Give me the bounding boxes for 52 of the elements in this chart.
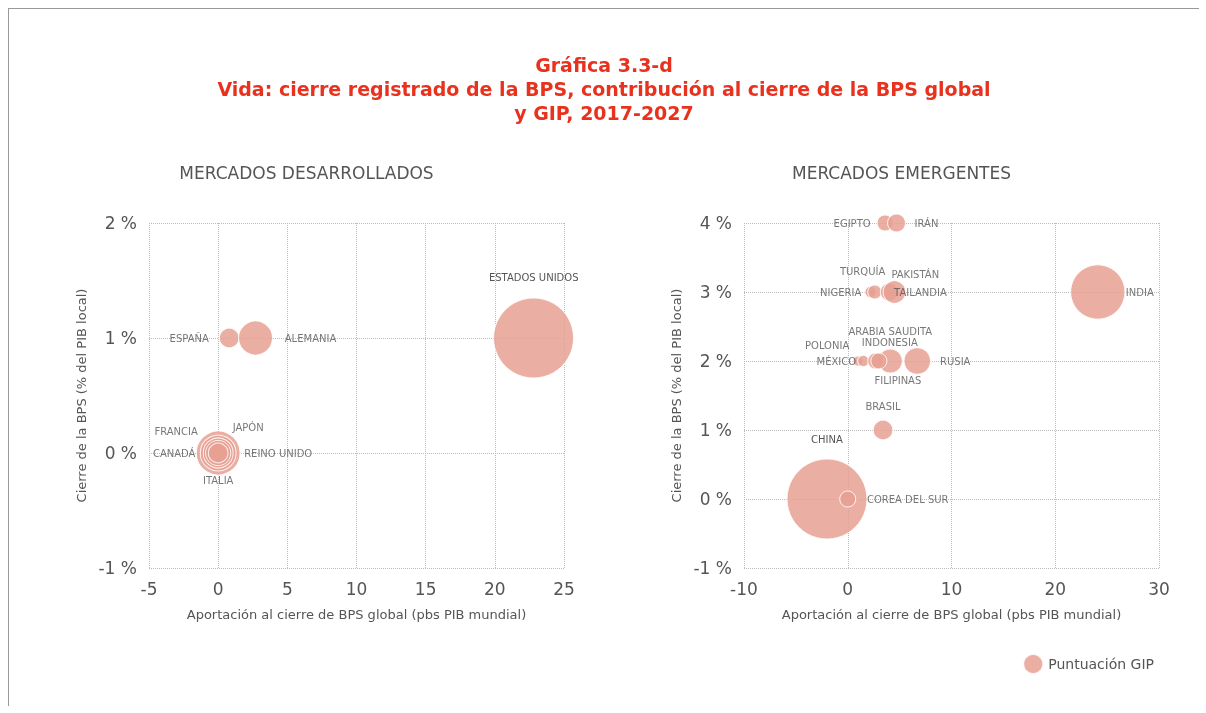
- y-tick-label: 4 %: [699, 213, 732, 233]
- annotation: ARABIA SAUDITA: [848, 325, 933, 337]
- chart-subtitle: MERCADOS EMERGENTES: [791, 162, 1012, 183]
- y-tick-label: -1 %: [98, 558, 137, 578]
- legend-label: Puntuación GIP: [1048, 656, 1154, 672]
- x-tick-label: -5: [140, 578, 158, 599]
- annotation: RUSIA: [940, 355, 971, 367]
- annotation: REINO UNIDO: [244, 447, 313, 459]
- x-tick-label: 25: [553, 578, 575, 599]
- annotation: ESTADOS UNIDOS: [488, 271, 579, 283]
- annotation: ALEMANIA: [284, 332, 337, 344]
- annotation: POLONIA: [804, 339, 850, 351]
- y-tick-label: 1 %: [104, 328, 137, 348]
- annotation: JAPÓN: [231, 420, 264, 433]
- annotation: INDONESIA: [861, 336, 918, 348]
- x-tick-label: 5: [281, 578, 293, 599]
- text: Gráfica 3.3-d Vida: cierre registrado de la BPS, contribución al cierre de la BPS global y GIP, 2017-2027: [216, 53, 992, 126]
- annotation: ITALIA: [202, 474, 234, 486]
- chart-subtitle: MERCADOS DESARROLLADOS: [179, 162, 434, 183]
- y-tick-label: -1 %: [693, 558, 732, 578]
- annotation: CHINA: [811, 434, 844, 446]
- x-axis-title: Aportación al cierre de BPS global (pbs PIB mundial): [781, 607, 1122, 622]
- x-tick-label: 20: [1044, 578, 1067, 599]
- y-tick-label: 1 %: [699, 420, 732, 440]
- y-tick-label: 0 %: [699, 489, 732, 509]
- annotation: INDIA: [1125, 286, 1154, 298]
- y-axis-title: Cierre de la BPS (% del PIB local): [73, 288, 89, 503]
- annotation: PAKISTÁN: [891, 267, 940, 280]
- annotation: EGIPTO: [833, 217, 871, 229]
- x-tick-label: 0: [842, 578, 854, 599]
- x-axis-title: Aportación al cierre de BPS global (pbs PIB mundial): [186, 607, 527, 622]
- x-tick-label: -10: [730, 578, 758, 599]
- annotation: FRANCIA: [154, 425, 199, 437]
- annotation: COREA DEL SUR: [866, 493, 949, 505]
- x-tick-label: 30: [1148, 578, 1170, 599]
- y-tick-label: 2 %: [699, 351, 732, 371]
- annotation: ESPAÑA: [169, 331, 209, 344]
- x-tick-label: 20: [484, 578, 506, 599]
- y-tick-label: 3 %: [699, 282, 732, 302]
- annotation: BRASIL: [865, 400, 901, 412]
- annotation: TURQUÍA: [838, 264, 886, 277]
- x-tick-label: 0: [212, 578, 224, 599]
- annotation: FILIPINAS: [874, 374, 922, 386]
- x-tick-label: 15: [414, 578, 437, 599]
- annotation: NIGERIA: [820, 286, 862, 298]
- y-tick-label: 2 %: [104, 213, 137, 233]
- x-tick-label: 10: [345, 578, 368, 599]
- annotation: CANADÁ: [152, 446, 196, 459]
- annotation: IRÁN: [914, 216, 939, 229]
- x-tick-label: 10: [940, 578, 963, 599]
- y-tick-label: 0 %: [104, 443, 137, 463]
- y-axis-title: Cierre de la BPS (% del PIB local): [668, 288, 684, 503]
